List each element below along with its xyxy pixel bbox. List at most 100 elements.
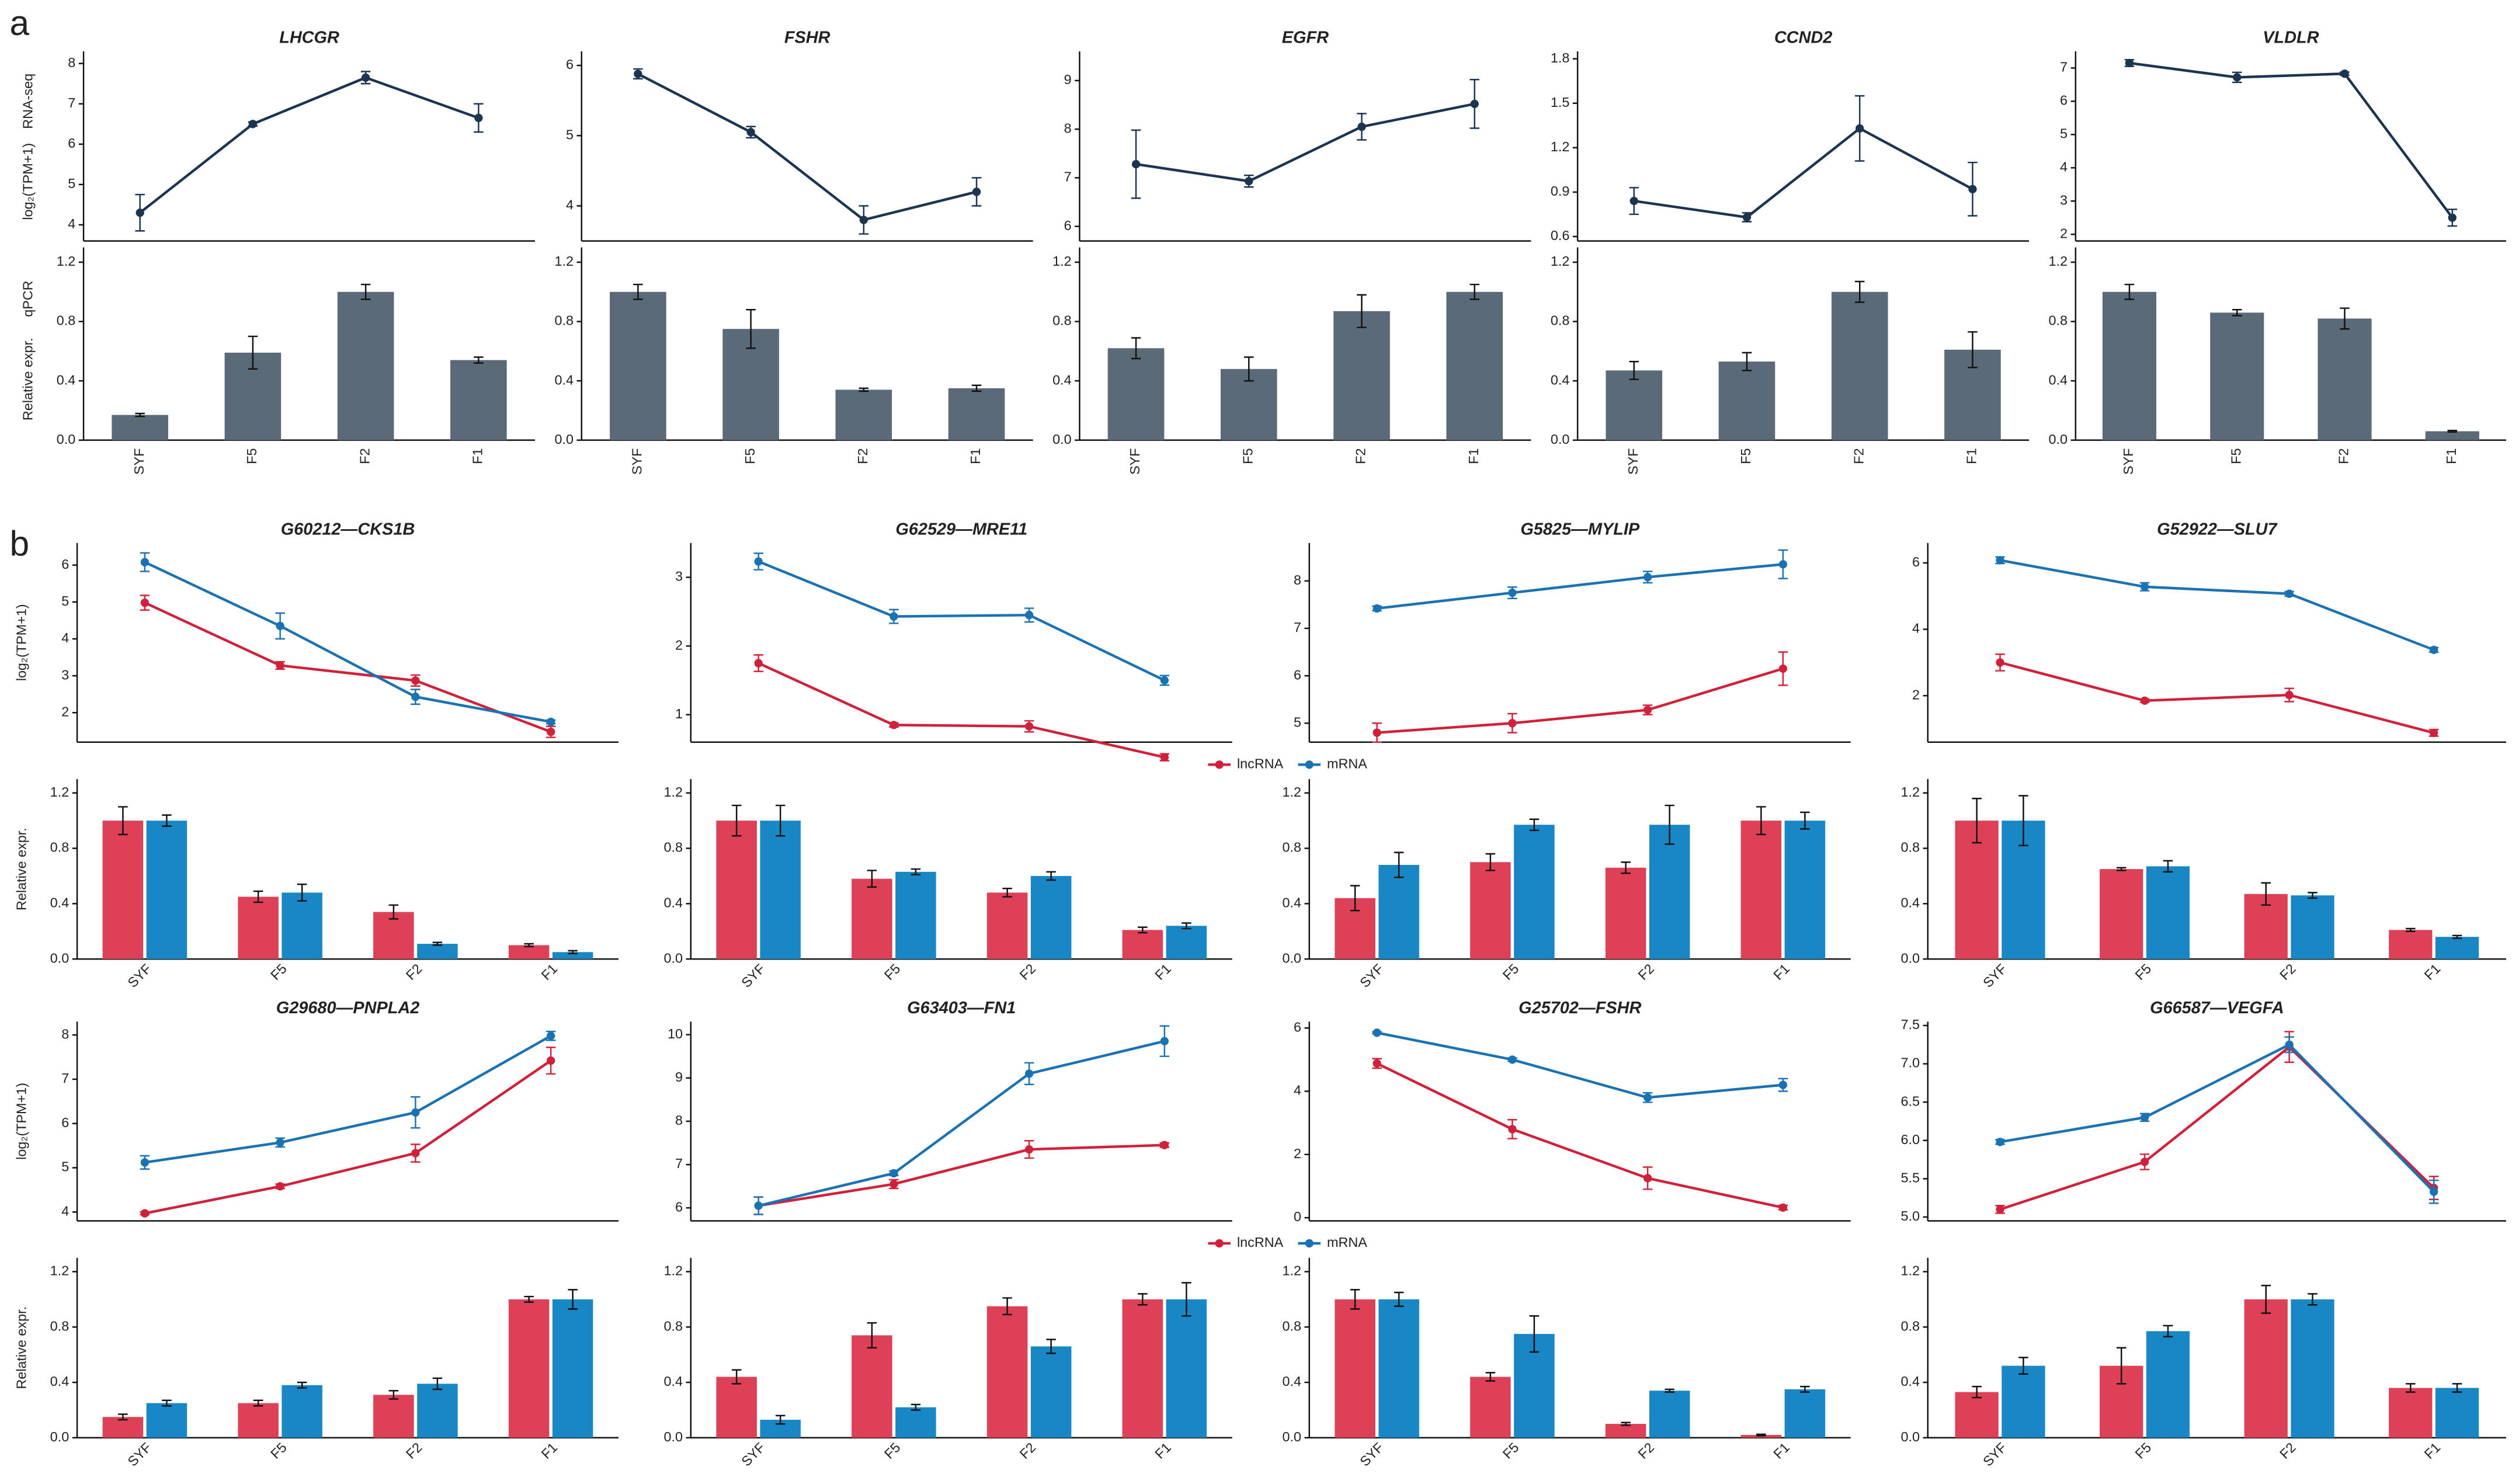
error-bar xyxy=(118,1413,128,1421)
error-bar xyxy=(1138,1293,1148,1306)
bar xyxy=(852,878,892,960)
error-bar xyxy=(2018,1357,2028,1375)
bar xyxy=(2435,1388,2479,1438)
bar xyxy=(1606,370,1663,440)
error-bar xyxy=(2163,1325,2173,1338)
error-bar xyxy=(2340,307,2350,330)
bar xyxy=(102,821,144,960)
error-bar xyxy=(432,941,443,946)
point xyxy=(1778,664,1788,673)
line xyxy=(144,602,551,734)
line xyxy=(1999,1045,2435,1211)
x-tick-label: F2 xyxy=(1353,448,1368,464)
bar xyxy=(112,415,168,440)
y-tick-label: 0.4 xyxy=(2049,372,2068,387)
y-tick-label: 7 xyxy=(1294,620,1301,635)
point xyxy=(1373,1028,1381,1037)
point xyxy=(1024,1145,1034,1154)
y-tick-label: 6 xyxy=(61,1115,69,1130)
y-tick-label: 5 xyxy=(1294,714,1301,729)
point xyxy=(361,73,370,82)
bar xyxy=(1605,1424,1646,1438)
bar xyxy=(1030,1346,1072,1438)
error-bar xyxy=(1854,280,1865,303)
x-tick-label: F1 xyxy=(968,448,983,464)
point xyxy=(411,676,420,685)
error-bar xyxy=(162,814,172,827)
bar xyxy=(1378,1299,1419,1438)
x-tick-label: F1 xyxy=(2421,1440,2444,1462)
bar xyxy=(1030,875,1072,960)
chart-title: FSHR xyxy=(784,29,831,47)
chart-title: G66587—VEGFA xyxy=(2150,999,2284,1017)
x-tick-label: SYF xyxy=(1980,961,2010,991)
point xyxy=(1373,1059,1381,1068)
y-tick-label: 0.4 xyxy=(50,895,70,910)
point xyxy=(1024,722,1034,731)
error-bar xyxy=(1394,852,1404,878)
bar xyxy=(895,1407,936,1438)
y-tick-label: 0.4 xyxy=(1900,1374,1920,1389)
y-tick-label: 5 xyxy=(61,593,69,609)
error-bar xyxy=(2406,927,2416,932)
y-tick-label: 0.4 xyxy=(664,1374,683,1389)
x-tick-label: F1 xyxy=(2421,961,2444,983)
bar xyxy=(1649,825,1690,960)
point xyxy=(1778,560,1788,569)
y-tick-label: 2 xyxy=(675,637,683,652)
y-tick-label: 10 xyxy=(668,1026,683,1041)
y-tick-label: 0.0 xyxy=(1283,950,1301,965)
error-bar xyxy=(297,883,307,902)
point xyxy=(1508,588,1517,597)
line xyxy=(144,1034,552,1164)
point xyxy=(859,216,868,224)
point xyxy=(2140,696,2149,705)
point xyxy=(276,621,284,630)
y-tick-label: 0.4 xyxy=(664,895,683,910)
error-bar xyxy=(248,335,258,370)
error-bar xyxy=(1182,1282,1191,1317)
bar xyxy=(146,1403,187,1438)
point xyxy=(1470,99,1479,109)
chart-title: G63403—FN1 xyxy=(907,999,1016,1017)
error-bar xyxy=(1046,1339,1056,1354)
bar xyxy=(1166,926,1207,960)
point xyxy=(754,557,763,566)
line xyxy=(2000,559,2434,651)
error-bar xyxy=(1529,1315,1540,1353)
point xyxy=(276,1138,284,1147)
bar xyxy=(2244,1299,2288,1438)
y-tick-label: 0.8 xyxy=(664,840,683,855)
bar xyxy=(1446,291,1503,440)
point xyxy=(276,1182,284,1191)
error-bar xyxy=(1485,1372,1496,1382)
point xyxy=(2233,73,2242,82)
error-bar xyxy=(524,1295,534,1303)
point xyxy=(1131,159,1141,169)
point xyxy=(140,1209,150,1218)
point xyxy=(2140,1158,2149,1166)
bar xyxy=(1605,867,1646,960)
legend-marker xyxy=(1215,1239,1224,1248)
y-tick-label: 0 xyxy=(1294,1209,1301,1224)
y-tick-label: 1.2 xyxy=(1551,139,1570,154)
y-tick-label: 7 xyxy=(61,1071,69,1086)
error-bar xyxy=(775,1415,786,1425)
y-tick-label: 0.0 xyxy=(50,1429,70,1444)
point xyxy=(546,1031,555,1040)
point xyxy=(546,1056,555,1065)
error-bar xyxy=(2261,1284,2271,1314)
y-tick-label: 0.8 xyxy=(2049,313,2068,328)
error-bar xyxy=(2232,308,2242,317)
point xyxy=(276,661,284,670)
error-bar xyxy=(1968,331,1978,369)
point xyxy=(411,692,420,701)
error-bar xyxy=(388,904,399,920)
y-tick-label: 0.0 xyxy=(1283,1429,1301,1444)
error-bar xyxy=(1665,1388,1674,1393)
y-tick-label: 0.0 xyxy=(2049,432,2068,447)
y-tick-label: 7 xyxy=(1064,169,1072,185)
x-tick-label: SYF xyxy=(1625,448,1641,474)
error-bar xyxy=(746,308,756,349)
error-bar xyxy=(867,870,877,888)
